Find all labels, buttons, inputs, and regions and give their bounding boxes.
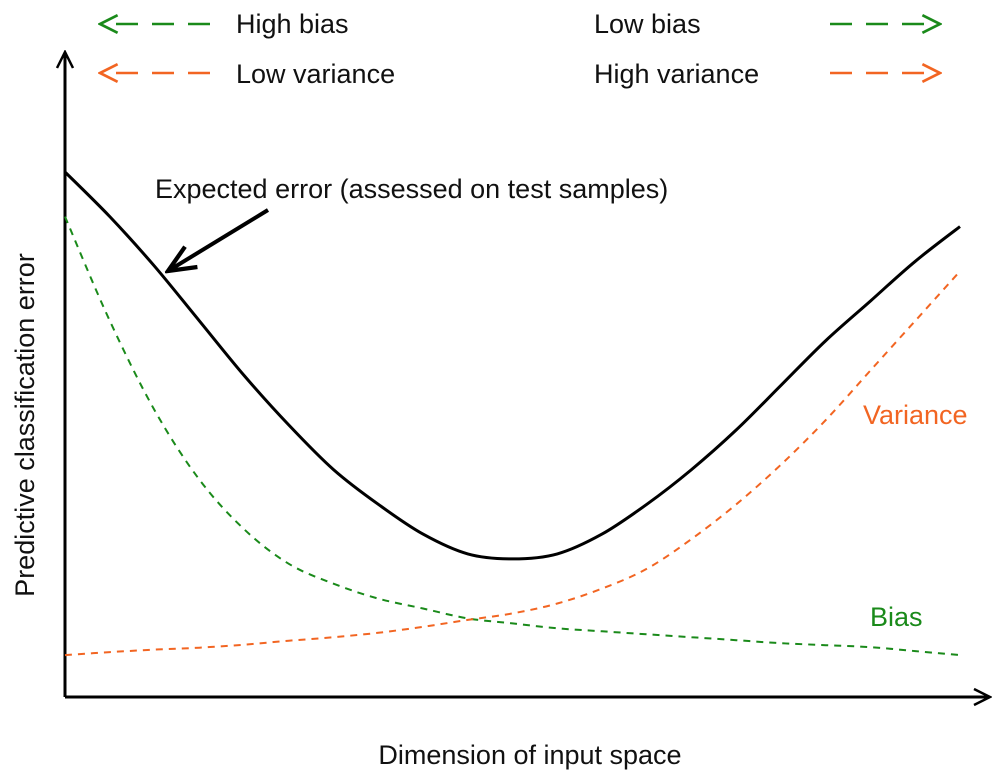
y-axis-label: Predictive classification error	[10, 253, 40, 597]
annotation-arrow	[168, 208, 270, 271]
bias-curve	[64, 216, 961, 657]
variance-curve	[64, 270, 961, 657]
legend-high-variance-label: High variance	[594, 59, 759, 89]
legend-low-bias-label: Low bias	[594, 9, 701, 39]
annotation-text: Expected error (assessed on test samples…	[155, 174, 668, 204]
x-axis-label: Dimension of input space	[378, 740, 681, 770]
expected-error-curve	[63, 170, 961, 561]
bias-series-label: Bias	[870, 602, 923, 632]
legend-low-variance-label: Low variance	[236, 59, 395, 89]
legend: High bias Low bias Low variance High var…	[100, 9, 940, 89]
variance-series-label: Variance	[863, 400, 968, 430]
legend-high-bias-label: High bias	[236, 9, 349, 39]
